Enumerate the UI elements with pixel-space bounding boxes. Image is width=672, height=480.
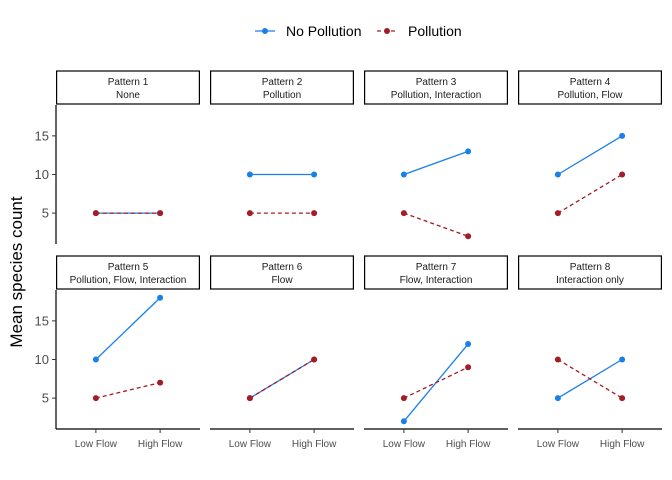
data-point-no-pollution <box>246 171 253 178</box>
data-point-pollution <box>92 395 99 402</box>
facet-title: Pattern 7 <box>416 262 457 273</box>
data-point-pollution <box>311 356 318 363</box>
facet-subtitle: Pollution, Interaction <box>391 90 482 101</box>
data-point-no-pollution <box>400 418 407 425</box>
facet-subtitle: None <box>116 90 140 101</box>
series-line-pollution <box>557 358 623 399</box>
x-tick-label: High Flow <box>138 439 183 450</box>
data-point-pollution <box>554 356 561 363</box>
y-tick-label: 15 <box>35 128 49 143</box>
facet-panel-6: Pattern 6 Flow Low Flow High Flow <box>210 255 355 450</box>
facet-strip <box>55 70 201 105</box>
facet-subtitle: Pollution <box>263 90 301 101</box>
facet-panel-7: Pattern 7 Flow, Interaction Low Flow High F… <box>364 255 509 450</box>
y-tick-label: 10 <box>35 352 49 367</box>
data-point-no-pollution <box>554 171 561 178</box>
x-tick-label: High Flow <box>292 439 337 450</box>
facet-subtitle: Interaction only <box>556 275 624 286</box>
data-point-pollution <box>400 395 407 402</box>
legend-entry-no-pollution: No Pollution <box>255 23 362 39</box>
data-point-no-pollution <box>619 356 626 363</box>
facet-panel-1: Pattern 1 None 5 10 15 <box>35 70 201 244</box>
data-point-pollution <box>92 210 99 217</box>
facet-subtitle: Flow <box>271 275 293 286</box>
data-point-no-pollution <box>92 356 99 363</box>
facet-title: Pattern 6 <box>262 262 303 273</box>
x-tick-label: Low Flow <box>537 439 580 450</box>
y-axis-label: Mean species count <box>7 196 26 347</box>
facet-subtitle: Flow, Interaction <box>400 275 473 286</box>
facet-strip <box>55 255 201 290</box>
legend-marker <box>384 28 390 34</box>
legend-marker <box>262 28 268 34</box>
x-tick-label: High Flow <box>446 439 491 450</box>
data-point-no-pollution <box>400 171 407 178</box>
data-point-pollution <box>157 379 164 386</box>
facet-panel-8: Pattern 8 Interaction only Low Flow High Fl… <box>517 255 662 450</box>
series-line-pollution <box>403 366 469 399</box>
facet-strip <box>364 70 509 105</box>
x-tick-label: High Flow <box>600 439 645 450</box>
legend-label: Pollution <box>408 23 462 39</box>
y-tick-label: 5 <box>42 206 49 221</box>
facet-title: Pattern 3 <box>416 77 457 88</box>
series-line-no-pollution <box>557 135 623 176</box>
data-point-pollution <box>400 210 407 217</box>
x-tick-label: Low Flow <box>229 439 272 450</box>
data-point-pollution <box>311 210 318 217</box>
legend-label: No Pollution <box>286 23 362 39</box>
facet-subtitle: Pollution, Flow, Interaction <box>70 275 187 286</box>
y-tick-label: 5 <box>42 391 49 406</box>
data-point-no-pollution <box>311 171 318 178</box>
data-point-no-pollution <box>554 395 561 402</box>
data-point-pollution <box>554 210 561 217</box>
legend-entry-pollution: Pollution <box>377 23 462 39</box>
data-point-no-pollution <box>465 148 472 155</box>
y-tick-label: 10 <box>35 167 49 182</box>
x-tick-label: Low Flow <box>383 439 426 450</box>
facet-title: Pattern 1 <box>108 77 149 88</box>
facet-panel-2: Pattern 2 Pollution <box>210 70 355 217</box>
series-line-pollution <box>557 173 623 214</box>
facet-title: Pattern 2 <box>262 77 303 88</box>
data-point-pollution <box>246 395 253 402</box>
facet-panel-3: Pattern 3 Pollution, Interaction <box>364 70 509 240</box>
data-point-no-pollution <box>465 341 472 348</box>
series-line-pollution <box>95 382 161 399</box>
y-tick-label: 15 <box>35 313 49 328</box>
data-point-pollution <box>619 395 626 402</box>
data-point-pollution <box>246 210 253 217</box>
series-line-pollution <box>403 212 469 237</box>
facet-title: Pattern 8 <box>570 262 611 273</box>
facet-strip <box>517 70 662 105</box>
facet-title: Pattern 4 <box>570 77 611 88</box>
facet-panel-4: Pattern 4 Pollution, Flow <box>517 70 662 217</box>
data-point-no-pollution <box>619 132 626 139</box>
x-tick-label: Low Flow <box>75 439 118 450</box>
facet-title: Pattern 5 <box>108 262 149 273</box>
data-point-pollution <box>619 171 626 178</box>
series-line-no-pollution <box>95 297 161 360</box>
legend: No Pollution Pollution <box>255 23 462 39</box>
data-point-pollution <box>465 233 472 240</box>
series-line-no-pollution <box>403 150 469 176</box>
facet-strip <box>517 255 662 290</box>
facet-panel-5: Pattern 5 Pollution, Flow, Interaction 5 10… <box>35 255 201 450</box>
series-line-pollution <box>249 358 315 399</box>
data-point-no-pollution <box>157 294 164 301</box>
facet-strip <box>210 70 355 105</box>
facet-strip <box>364 255 509 290</box>
data-point-pollution <box>465 364 472 371</box>
facet-strip <box>210 255 355 290</box>
data-point-pollution <box>157 210 164 217</box>
facet-subtitle: Pollution, Flow <box>557 90 623 101</box>
